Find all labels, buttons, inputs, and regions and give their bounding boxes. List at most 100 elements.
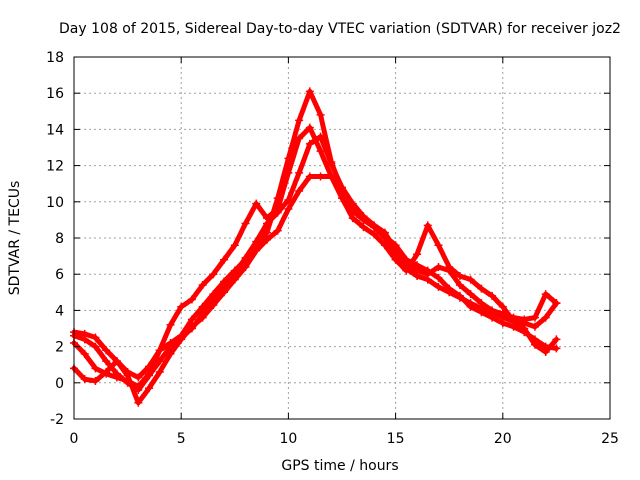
x-tick-label: 5 [177,431,186,447]
data-point [466,302,475,311]
data-point [488,291,497,300]
data-point [209,290,218,299]
data-point [391,255,400,264]
tick-layer: 0 5 10 15 20 25 -2 0 2 4 6 8 10 12 14 16 18 [46,50,619,447]
data-point [305,123,314,132]
data-point [198,281,207,290]
data-point [102,357,111,366]
data-point [273,208,282,217]
data-point [91,342,100,351]
data-point [520,315,529,324]
data-point [145,371,154,380]
data-point [348,199,357,208]
data-point [434,241,443,250]
data-point [445,284,454,293]
data-point [295,186,304,195]
data-point [402,259,411,268]
data-point [155,346,164,355]
data-point [262,235,271,244]
data-point [391,246,400,255]
data-point [252,199,261,208]
data-point [155,357,164,366]
data-point [123,378,132,387]
data-point [305,172,314,181]
data-point [423,270,432,279]
data-point [466,275,475,284]
data-point [145,384,154,393]
data-point [380,241,389,250]
data-point [413,250,422,259]
data-point [102,346,111,355]
data-point [134,398,143,407]
series-line [71,174,559,406]
data-point [112,369,121,378]
data-point [91,333,100,342]
data-point [91,376,100,385]
data-point [134,386,143,395]
data-point [230,270,239,279]
data-point [284,205,293,214]
y-axis-label: SDTVAR / TECUs [7,181,23,296]
series-layer [70,87,561,407]
data-point [295,134,304,143]
x-tick-label: 0 [70,431,79,447]
data-point [187,295,196,304]
data-point [402,266,411,275]
data-point [498,310,507,319]
data-point [220,284,229,293]
chart-title: Day 108 of 2015, Sidereal Day-to-day VTE… [59,21,621,37]
data-point [380,228,389,237]
x-tick-label: 20 [494,431,512,447]
data-point [434,282,443,291]
data-point [359,212,368,221]
data-point [80,349,89,358]
data-point [241,253,250,262]
data-point [187,324,196,333]
data-point [220,255,229,264]
data-point [466,290,475,299]
x-tick-label: 15 [387,431,405,447]
data-point [552,299,561,308]
data-point [338,194,346,203]
y-tick-label: 12 [46,159,64,175]
data-point [488,313,497,322]
data-point [327,172,336,181]
data-point [434,262,443,271]
data-point [541,313,550,322]
data-point [252,237,261,246]
data-point [305,87,314,96]
data-point [80,375,89,384]
data-point [370,230,379,239]
data-point [434,273,443,282]
data-point [177,302,186,311]
data-point [91,364,100,373]
data-point [155,367,164,376]
data-point [305,139,314,148]
data-point [552,335,561,344]
data-point [316,172,325,181]
data-point [112,357,121,366]
y-tick-label: 0 [55,376,64,392]
y-tick-label: 6 [55,267,64,283]
data-point [530,340,539,349]
data-point [80,335,89,344]
data-point [541,290,550,299]
data-point [359,223,368,232]
y-tick-label: 16 [46,86,64,102]
series-line [71,134,559,393]
data-point [348,214,357,223]
y-tick-label: 10 [46,195,64,211]
data-point [370,221,379,230]
data-point [413,266,422,275]
data-point [530,313,539,322]
data-point [477,308,486,317]
data-point [455,281,464,290]
data-point [241,262,250,271]
data-point [445,266,454,275]
y-tick-label: 18 [46,50,64,66]
series-track-4 [70,132,561,395]
data-point [198,302,207,311]
data-point [509,313,518,322]
data-point [541,348,550,357]
